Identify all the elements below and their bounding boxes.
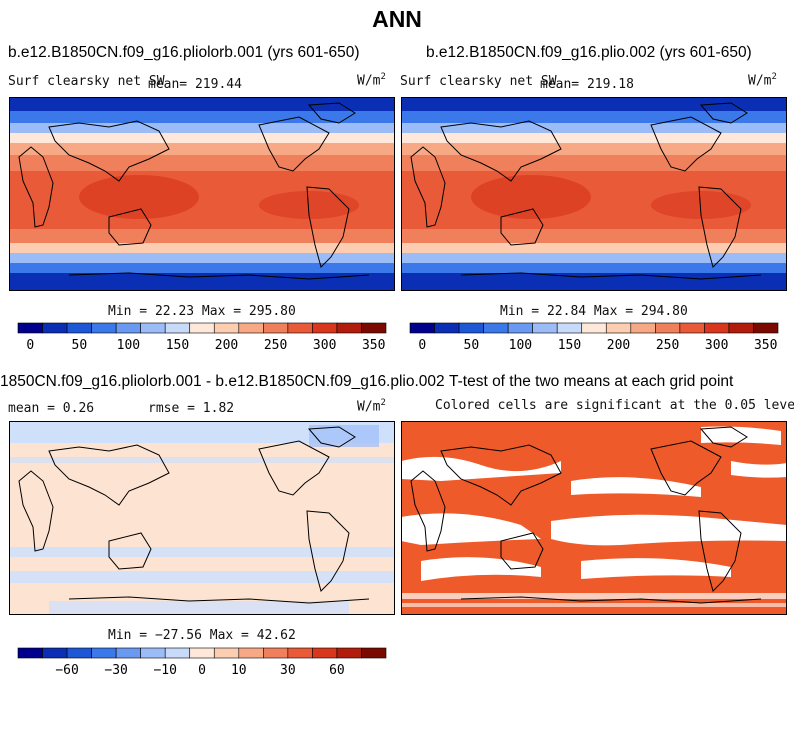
colorbar-cell [115, 322, 141, 334]
colorbar-tick-label: 200 [607, 338, 630, 353]
panel4-subtitle: Colored cells are significant at the 0.0… [435, 398, 794, 413]
colorbar-cell [140, 322, 166, 334]
colorbar-cell [728, 322, 754, 334]
panel3-rmse: rmse = 1.82 [148, 401, 235, 416]
colorbar-tick-label: −10 [153, 663, 176, 678]
panel2-map [401, 97, 787, 291]
colorbar-cell [336, 647, 362, 659]
colorbar-cell [458, 322, 484, 334]
colorbar-cell [483, 322, 509, 334]
colorbar-cell [213, 647, 240, 659]
colorbar-cell [17, 647, 43, 659]
colorbar-tick-label: 350 [754, 338, 777, 353]
panel2-minmax: Min = 22.84 Max = 294.80 [500, 304, 688, 319]
colorbar-tick-label: 100 [509, 338, 532, 353]
colorbar-tick-label: −60 [55, 663, 78, 678]
colorbar-tick-label: 0 [418, 338, 426, 353]
panel1-mean: mean= 219.44 [148, 77, 242, 92]
figure-title: ANN [372, 6, 422, 32]
panel1-units: W/m2 [357, 72, 386, 89]
colorbar-cell [164, 322, 191, 334]
colorbar-cell [605, 322, 632, 334]
panel1-minmax: Min = 22.23 Max = 295.80 [108, 304, 296, 319]
colorbar-cell [532, 322, 558, 334]
colorbar-tick-label: 350 [362, 338, 385, 353]
panel2-mean: mean= 219.18 [540, 77, 634, 92]
colorbar-cell [91, 647, 117, 659]
colorbar-tick-label: −30 [104, 663, 127, 678]
colorbar-tick-label: 300 [313, 338, 336, 353]
colorbar-cell [581, 322, 607, 334]
colorbar-tick-label: 50 [464, 338, 480, 353]
colorbar-cell [630, 322, 656, 334]
panel4-title: T-test of the two means at each grid poi… [449, 373, 734, 390]
colorbar-tick-label: 300 [705, 338, 728, 353]
colorbar-cell [42, 322, 68, 334]
colorbar-cell [655, 322, 681, 334]
colorbar-cell [434, 322, 460, 334]
colorbar-cell [753, 322, 779, 334]
colorbar-cell [679, 322, 705, 334]
colorbar-cell [140, 647, 166, 659]
panel2-title: b.e12.B1850CN.f09_g16.plio.002 (yrs 601-… [426, 44, 752, 61]
colorbar-tick-label: 100 [117, 338, 140, 353]
colorbar-panel2: 0 50 100 150 200 250 300 350 [409, 322, 779, 353]
colorbar-cell [312, 647, 338, 659]
colorbar-cell [704, 322, 730, 334]
colorbar-tick-label: 60 [329, 663, 345, 678]
panel3-map [9, 421, 395, 615]
colorbar-cell [189, 322, 215, 334]
colorbar-cell [361, 322, 387, 334]
colorbar-tick-label: 0 [26, 338, 34, 353]
colorbar-cell [213, 322, 240, 334]
colorbar-cell [42, 647, 68, 659]
colorbar-panel3: −60 −30 −10 0 10 30 60 [17, 647, 387, 678]
colorbar-tick-label: 0 [198, 663, 206, 678]
colorbar-cell [263, 647, 289, 659]
colorbar-cell [164, 647, 191, 659]
colorbar-cell [115, 647, 141, 659]
colorbar-cell [507, 322, 533, 334]
colorbar-cell [238, 647, 264, 659]
colorbar-tick-label: 200 [215, 338, 238, 353]
panel1-map [9, 97, 395, 291]
colorbar-tick-label: 250 [264, 338, 287, 353]
colorbar-cell [17, 322, 43, 334]
panel3-minmax: Min = −27.56 Max = 42.62 [108, 628, 296, 643]
colorbar-cell [409, 322, 435, 334]
panel3-title: 1850CN.f09_g16.pliolorb.001 - b.e12.B185… [0, 373, 445, 390]
colorbar-cell [336, 322, 362, 334]
colorbar-tick-label: 30 [280, 663, 296, 678]
colorbar-cell [91, 322, 117, 334]
colorbar-cell [556, 322, 583, 334]
panel1-variable: Surf clearsky net SW [8, 74, 165, 89]
panel3-mean: mean = 0.26 [8, 401, 95, 416]
colorbar-tick-label: 150 [558, 338, 581, 353]
colorbar-cell [66, 647, 92, 659]
colorbar-tick-label: 50 [72, 338, 88, 353]
panel2-variable: Surf clearsky net SW [400, 74, 557, 89]
colorbar-cell [189, 647, 215, 659]
panel2-units: W/m2 [748, 72, 777, 89]
colorbar-cell [263, 322, 289, 334]
colorbar-cell [287, 322, 313, 334]
panel4-map [401, 421, 787, 615]
colorbar-tick-label: 150 [166, 338, 189, 353]
panel3-units: W/m2 [357, 398, 386, 415]
colorbar-tick-label: 10 [231, 663, 247, 678]
colorbar-cell [312, 322, 338, 334]
colorbar-cell [287, 647, 313, 659]
colorbar-tick-label: 250 [656, 338, 679, 353]
colorbar-cell [361, 647, 387, 659]
panel1-title: b.e12.B1850CN.f09_g16.pliolorb.001 (yrs … [8, 44, 360, 61]
colorbar-panel1: 0 50 100 150 200 250 300 350 [17, 322, 387, 353]
colorbar-cell [238, 322, 264, 334]
colorbar-cell [66, 322, 92, 334]
